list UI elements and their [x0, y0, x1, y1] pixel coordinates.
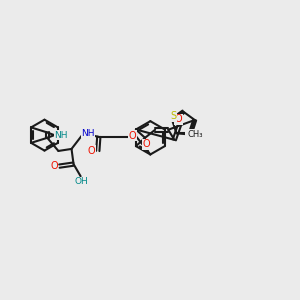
Text: NH: NH — [54, 130, 68, 140]
Text: OH: OH — [74, 177, 88, 186]
Text: O: O — [175, 114, 183, 124]
Text: O: O — [50, 161, 58, 171]
Text: O: O — [87, 146, 95, 156]
Text: S: S — [170, 111, 176, 122]
Text: CH₃: CH₃ — [188, 130, 203, 139]
Text: NH: NH — [81, 129, 95, 138]
Text: O: O — [143, 140, 150, 149]
Text: O: O — [128, 130, 136, 141]
Text: N: N — [185, 130, 193, 140]
